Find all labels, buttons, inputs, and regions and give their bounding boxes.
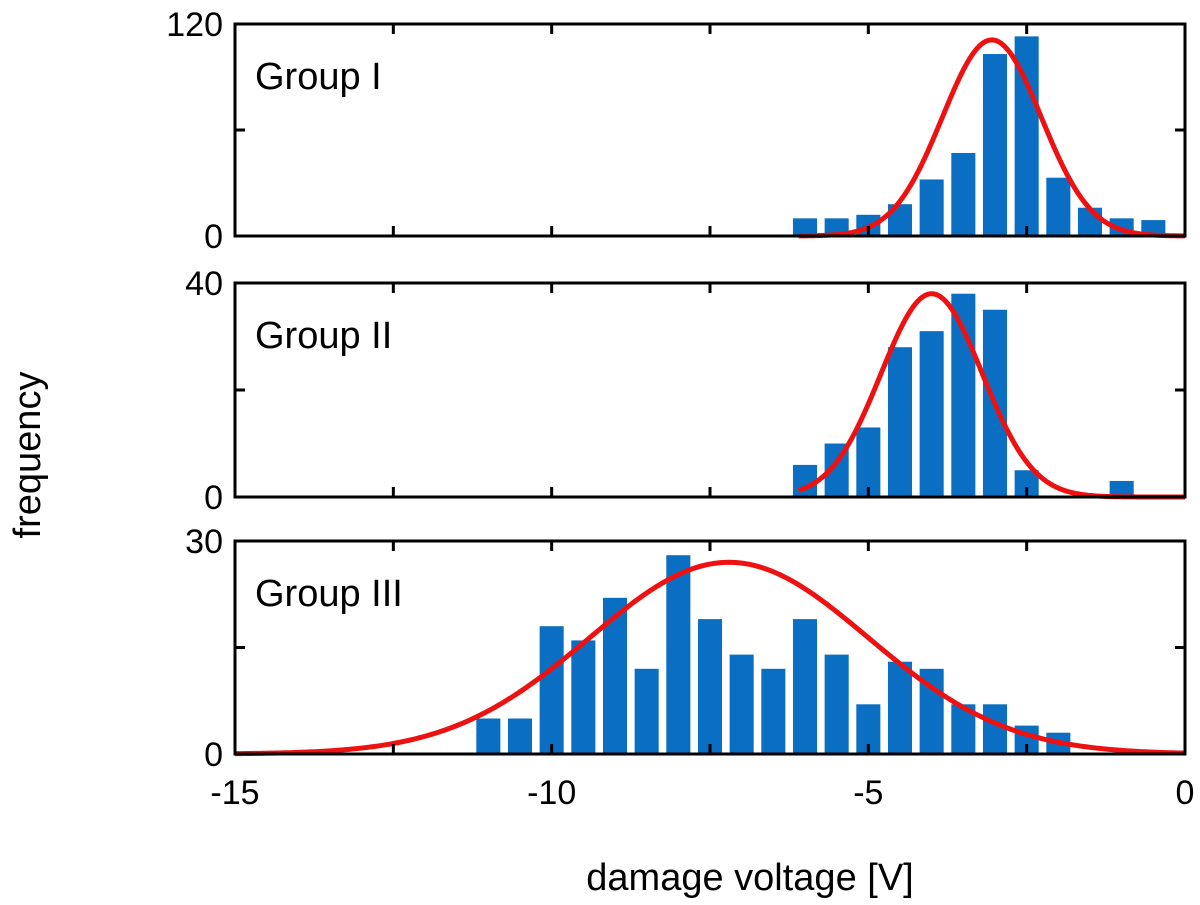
y-tick-label: 0 bbox=[204, 479, 223, 517]
gaussian-fit-line bbox=[797, 37, 1187, 239]
panel-1: 0 120 Group I bbox=[166, 6, 1187, 256]
panels: 0 120 Group I 0 40 Group II 0 30 Group III -15 -10… bbox=[166, 6, 1194, 812]
histogram-bar bbox=[792, 218, 818, 236]
histogram-bar bbox=[856, 427, 881, 497]
histogram-bar bbox=[792, 619, 818, 754]
histogram-bar bbox=[507, 718, 533, 754]
histogram-bar bbox=[761, 668, 786, 754]
histogram-bar bbox=[792, 464, 818, 497]
y-tick-label: 30 bbox=[185, 523, 223, 561]
histogram-bar bbox=[1077, 207, 1103, 236]
group-label: Group III bbox=[255, 573, 403, 615]
y-tick-label: 120 bbox=[166, 6, 223, 44]
histogram-bar bbox=[476, 718, 501, 754]
y-tick-label: 40 bbox=[185, 265, 223, 303]
x-tick-label: -15 bbox=[210, 774, 259, 812]
panel-2: 0 40 Group II bbox=[185, 265, 1187, 517]
histogram-bar bbox=[919, 179, 944, 236]
x-axis-title: damage voltage [V] bbox=[586, 857, 913, 899]
histogram-bar bbox=[1141, 220, 1166, 236]
histogram-bar bbox=[982, 54, 1008, 237]
histogram-bar bbox=[697, 619, 723, 754]
histogram-bar bbox=[634, 668, 659, 754]
histogram-bar bbox=[951, 152, 976, 236]
histogram-bar bbox=[919, 331, 944, 497]
histogram-bar bbox=[887, 661, 913, 754]
x-tick-label: 0 bbox=[1176, 774, 1195, 812]
gaussian-fit-line bbox=[234, 559, 1186, 757]
histogram-bar bbox=[729, 654, 754, 754]
histogram-bar bbox=[1046, 177, 1071, 236]
histogram-bar bbox=[571, 640, 596, 754]
histogram-bar bbox=[666, 555, 691, 754]
y-axis-title: frequency bbox=[7, 372, 49, 539]
histogram-bar bbox=[982, 704, 1008, 754]
histogram-bar bbox=[887, 347, 913, 497]
y-tick-label: 0 bbox=[204, 218, 223, 256]
x-tick-label: -5 bbox=[853, 774, 883, 812]
x-tick-label: -10 bbox=[527, 774, 576, 812]
group-label: Group I bbox=[255, 56, 382, 98]
histogram-bar bbox=[1109, 480, 1134, 497]
histogram-bar bbox=[824, 654, 849, 754]
group-label: Group II bbox=[255, 315, 392, 357]
histogram-bar bbox=[539, 626, 564, 754]
panel-3: 0 30 Group III bbox=[185, 523, 1187, 774]
y-tick-label: 0 bbox=[204, 736, 223, 774]
